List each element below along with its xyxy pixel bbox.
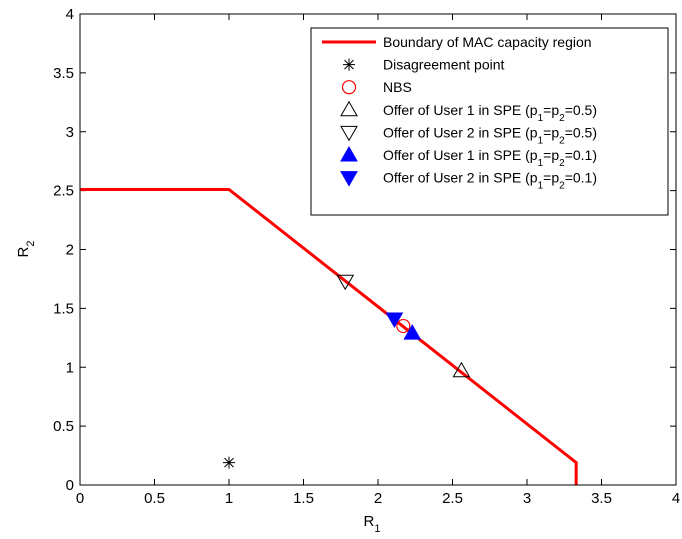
legend-marker-circle: [341, 80, 357, 95]
x-tick-label: 0.5: [144, 490, 165, 507]
x-tick-label: 3.5: [591, 490, 612, 507]
legend-entry-label: Boundary of MAC capacity region: [383, 34, 592, 50]
legend-marker-asterisk: [343, 58, 355, 71]
y-tick-label: 2: [66, 242, 74, 259]
x-tick-label: 3: [523, 490, 531, 507]
y-axis-ticks: 0 0.5 1 1.5 2 2.5 3 3.5 4: [53, 6, 676, 494]
data-point-triangle-down-filled: [385, 312, 404, 328]
x-axis-ticks: 0 0.5 1 1.5 2 2.5 3 3.5 4: [76, 14, 680, 507]
y-tick-label: 4: [66, 6, 74, 23]
series-layer: [80, 187, 578, 485]
legend-entry-label: Disagreement point: [383, 57, 505, 73]
x-tick-label: 1.5: [293, 490, 314, 507]
y-tick-label: 3.5: [53, 65, 74, 82]
legend-marker-triangle-up-open: [340, 100, 358, 117]
data-point-asterisk: [223, 456, 235, 469]
legend-box: [310, 27, 669, 216]
plot-frame: [79, 13, 677, 486]
legend-marker-triangle-down-filled: [340, 171, 358, 187]
legend-entry-label: Offer of User 1 in SPE (p1=p2=0.5): [383, 102, 597, 124]
y-tick-label: 1.5: [53, 300, 74, 317]
y-tick-label: 0.5: [53, 418, 74, 435]
x-tick-label: 0: [76, 490, 84, 507]
legend-marker-triangle-down-open: [340, 125, 358, 142]
legend-entry-label: Offer of User 2 in SPE (p1=p2=0.1): [383, 170, 597, 192]
x-tick-label: 2: [374, 490, 382, 507]
data-point-circle: [396, 318, 411, 334]
y-tick-label: 0: [66, 477, 74, 494]
legend-marker-triangle-up-filled: [340, 145, 358, 162]
legend-entry-label: Offer of User 1 in SPE (p1=p2=0.1): [383, 147, 597, 169]
x-tick-label: 2.5: [442, 490, 463, 507]
legend-entry-label: Offer of User 2 in SPE (p1=p2=0.5): [383, 124, 597, 146]
y-axis-label: R2: [15, 241, 37, 258]
y-tick-label: 3: [66, 124, 74, 141]
y-tick-label: 1: [66, 359, 74, 376]
legend-entry-label: NBS: [383, 79, 412, 95]
boundary-line: [80, 187, 578, 485]
data-point-triangle-down-open: [336, 274, 355, 291]
data-point-triangle-up-filled: [403, 324, 422, 340]
data-point-triangle-up-open: [452, 361, 471, 378]
y-tick-label: 2.5: [53, 183, 74, 200]
x-axis-label: R1: [364, 513, 381, 535]
x-tick-label: 1: [225, 490, 233, 507]
legend: Boundary of MAC capacity region Disagreem…: [310, 27, 669, 216]
x-tick-label: 4: [672, 490, 680, 507]
